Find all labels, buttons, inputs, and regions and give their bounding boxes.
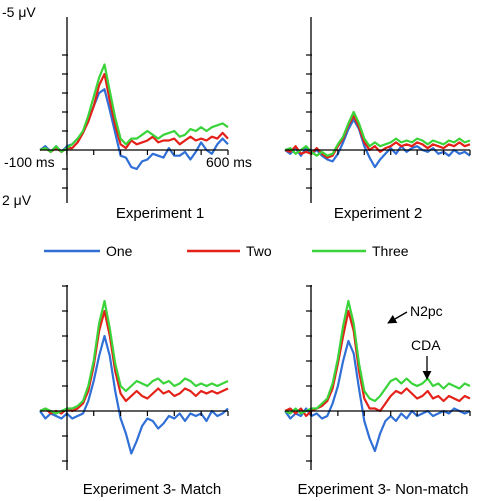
chart-title: Experiment 3- Non-match	[298, 481, 469, 498]
series-line-two	[39, 309, 229, 415]
chart-title: Experiment 2	[334, 205, 422, 222]
annotation-n2pc-arrow	[387, 311, 408, 324]
x-axis-left-label: -100 ms	[4, 154, 55, 170]
y-axis-top-label: -5 μV	[2, 4, 36, 20]
series-line-one	[284, 339, 471, 453]
y-axis-bottom-label: 2 μV	[2, 192, 32, 208]
series-line-three	[284, 110, 471, 157]
chart-title: Experiment 3- Match	[83, 481, 221, 498]
legend-label-three: Three	[372, 243, 409, 259]
series-line-two	[39, 72, 229, 153]
legend-label-two: Two	[246, 243, 272, 259]
annotation-n2pc: N2pc	[410, 303, 443, 319]
chart-panel-experiment-1	[39, 17, 229, 203]
chart-panel-experiment-3-match	[39, 285, 229, 470]
chart-title: Experiment 1	[116, 205, 204, 222]
series-line-two	[284, 114, 471, 159]
series-line-three	[39, 299, 229, 415]
series-line-three	[284, 299, 471, 415]
chart-panel-experiment-3-non-match	[284, 285, 471, 470]
annotation-cda: CDA	[411, 337, 441, 353]
series-line-three	[39, 63, 229, 153]
legend-label-one: One	[106, 243, 133, 259]
legend: One Two Three	[44, 243, 409, 259]
series-line-one	[39, 334, 229, 455]
x-axis-right-label: 600 ms	[206, 154, 252, 170]
chart-panel-experiment-2	[284, 17, 471, 203]
series-line-two	[284, 309, 471, 418]
